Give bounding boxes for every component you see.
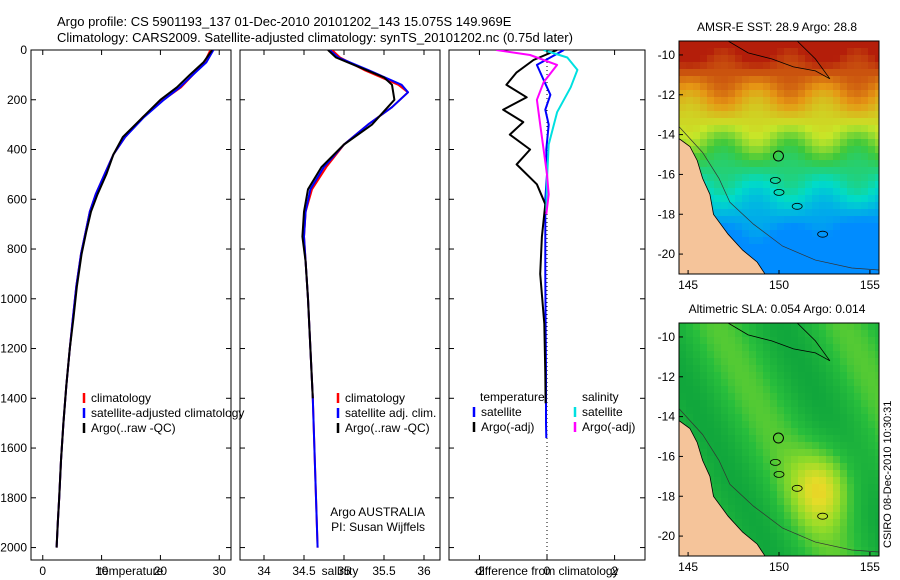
map-y-tick-label: -12 [658,88,676,102]
papua-coastline [727,323,831,362]
y-tick-label: 1600 [0,441,27,455]
x-axis-label: salinity [322,564,359,578]
reef-outline [791,202,803,210]
series-line-2 [301,50,396,399]
map-title: Altimetric SLA: 0.054 Argo: 0.014 [689,302,866,316]
x-tick-label: 20 [154,564,168,578]
legend-label: satellite [582,405,623,419]
series-line-3 [496,50,559,215]
legend-label: climatology [91,391,151,405]
reef-outline [769,459,781,466]
argo-float-marker [772,150,784,162]
y-tick-label: 1000 [0,292,27,306]
x-tick-label: 36 [417,564,431,578]
x-tick-label: 34.5 [292,564,316,578]
x-tick-label: -2 [474,564,485,578]
legend-label: Argo(..raw -QC) [91,421,176,435]
y-tick-label: 1800 [0,491,27,505]
x-tick-label: 35 [337,564,351,578]
map-title: AMSR-E SST: 28.9 Argo: 28.8 [697,20,857,34]
map-x-tick-label: 150 [769,560,789,574]
map-y-tick-label: -18 [658,207,676,221]
x-tick-label: 0 [544,564,551,578]
shelf-contour [679,126,879,271]
y-tick-label: 600 [7,192,27,206]
shelf-contour [679,408,879,553]
y-tick-label: 200 [7,93,27,107]
reef-outline [773,470,785,478]
x-tick-label: 30 [213,564,227,578]
x-tick-label: 0 [39,564,46,578]
map-x-tick-label: 145 [678,560,698,574]
map-y-tick-label: -10 [658,330,676,344]
legend-label: satellite [481,405,522,419]
series-line-1 [502,50,558,404]
map-y-tick-label: -10 [658,48,676,62]
map-y-tick-label: -14 [658,128,676,142]
map-x-tick-label: 155 [860,560,880,574]
reef-outline [773,188,785,196]
x-tick-label: 2 [611,564,618,578]
legend-label: satellite-adjusted climatology [91,406,244,420]
papua-coastline [727,41,831,80]
x-tick-label: 10 [95,564,109,578]
annotation-text: PI: Susan Wijffels [331,520,425,534]
series-line-2 [55,50,214,548]
plot-frame [30,49,232,561]
map-y-tick-label: -14 [658,410,676,424]
map-y-tick-label: -18 [658,489,676,503]
map-y-tick-label: -16 [658,167,676,181]
australia-land-mass [679,420,766,556]
plot-frame [239,49,441,561]
legend-label: satellite adj. clim. [345,406,436,420]
y-tick-label: 2000 [0,541,27,555]
profile-panel-temperature [30,49,232,561]
x-axis-label: temperature [99,564,164,578]
reef-outline [769,177,781,184]
y-tick-label: 800 [7,242,27,256]
figure-title-line2: Climatology: CARS2009. Satellite-adjuste… [57,30,573,45]
timestamp-note: CSIRO 08-Dec-2010 10:30:31 [882,400,894,548]
legend-header-salinity: salinity [582,390,619,404]
map-y-tick-label: -16 [658,449,676,463]
reef-outline [791,484,803,492]
profile-panel-difference [448,49,646,561]
legend-label: Argo(..raw -QC) [345,421,430,435]
figure-title-line1: Argo profile: CS 5901193_137 01-Dec-2010… [57,14,512,29]
legend-label: Argo(-adj) [481,420,534,434]
legend-label: Argo(-adj) [582,420,635,434]
reef-outline [817,512,829,520]
annotation-text: Argo AUSTRALIA [330,505,425,519]
x-tick-label: 34 [257,564,271,578]
profile-panel-salinity [239,49,441,561]
map-y-tick-label: -12 [658,370,676,384]
map-x-tick-label: 145 [678,278,698,292]
y-tick-label: 1200 [0,342,27,356]
y-tick-label: 400 [7,143,27,157]
y-tick-label: 1400 [0,391,27,405]
y-tick-label: 0 [20,43,27,57]
map-x-tick-label: 155 [860,278,880,292]
map-y-tick-label: -20 [658,529,676,543]
legend-label: climatology [345,391,405,405]
australia-land-mass [679,138,766,274]
x-tick-label: 35.5 [372,564,396,578]
reef-outline [817,230,829,238]
argo-float-marker [772,432,784,444]
legend-header-temperature: temperature [480,390,545,404]
x-axis-label: difference from climatology [475,564,618,578]
map-x-tick-label: 150 [769,278,789,292]
map-y-tick-label: -20 [658,247,676,261]
